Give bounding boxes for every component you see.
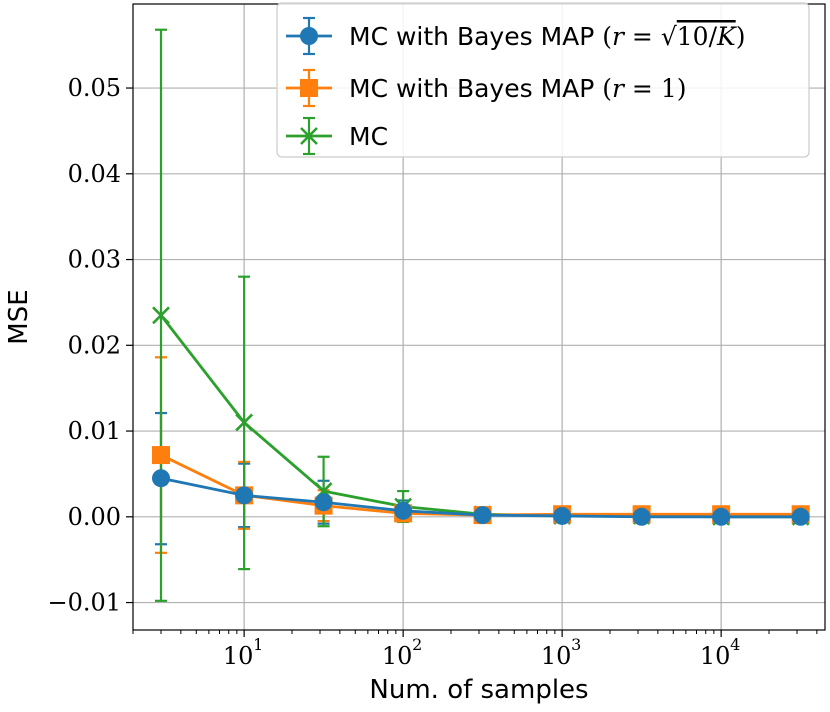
legend-paren-open: ( <box>594 74 612 103</box>
data-point <box>151 446 170 465</box>
data-point <box>394 501 413 520</box>
x-tick-base: 10 <box>382 642 413 670</box>
data-point-stroke <box>152 306 170 325</box>
y-tick-label: −0.01 <box>47 589 121 617</box>
data-point <box>632 507 651 526</box>
x-tick-exponent: 4 <box>730 635 740 654</box>
x-tick-base: 10 <box>541 642 572 670</box>
axis-ticks: 10 1 10 2 10 3 10 4−0.010.000.010.020.030.040.0… <box>47 74 818 670</box>
legend-label: MC with Bayes MAP (r = √10/K) <box>349 22 745 51</box>
plot-series <box>151 28 810 602</box>
data-point <box>300 127 318 145</box>
legend-math-var: r <box>612 74 626 103</box>
x-tick-label: 10 4 <box>700 635 740 670</box>
legend-radicand-num: 10/ <box>677 22 718 51</box>
legend-entry: MC with Bayes MAP (r = 1) <box>286 68 687 108</box>
data-point-stroke <box>300 127 318 145</box>
x-tick-label: 10 2 <box>382 635 422 670</box>
legend-series-name: MC <box>349 122 388 151</box>
x-tick-label: 10 3 <box>541 635 581 670</box>
legend-series-name: MC with Bayes MAP <box>349 22 594 51</box>
legend-paren-open: ( <box>594 22 612 51</box>
y-tick-label: 0.04 <box>68 160 121 188</box>
legend-sqrt-sign: √ <box>661 22 677 51</box>
data-point-stroke <box>235 413 254 432</box>
x-tick-exponent: 2 <box>412 635 422 654</box>
legend-series-name: MC with Bayes MAP <box>349 74 594 103</box>
legend-math-eq: = <box>624 22 661 51</box>
data-point <box>314 493 333 512</box>
x-tick-base: 10 <box>223 642 254 670</box>
data-point <box>712 507 731 526</box>
legend-box <box>276 2 810 158</box>
data-point <box>151 469 170 488</box>
data-point <box>553 506 572 525</box>
legend: MC with Bayes MAP (r = √10/K)MC with Bay… <box>276 2 810 158</box>
legend-math-var: r <box>612 22 626 51</box>
data-point <box>152 306 170 325</box>
legend-math-eq: = 1 <box>624 74 677 103</box>
y-tick-label: 0.01 <box>68 417 121 445</box>
data-point <box>791 507 810 526</box>
legend-paren-close: ) <box>677 74 687 103</box>
legend-label: MC <box>349 122 388 151</box>
y-tick-label: 0.02 <box>68 331 121 359</box>
data-point <box>235 413 254 432</box>
y-tick-label: 0.05 <box>68 74 121 102</box>
data-point <box>473 506 492 525</box>
series-0 <box>151 469 810 526</box>
legend-paren-close: ) <box>736 22 746 51</box>
y-tick-label: 0.00 <box>68 503 121 531</box>
y-axis-label: MSE <box>4 289 34 344</box>
x-tick-base: 10 <box>700 642 731 670</box>
y-tick-label: 0.03 <box>68 246 121 274</box>
legend-entry: MC with Bayes MAP (r = √10/K) <box>286 16 745 56</box>
x-axis-label: Num. of samples <box>369 675 588 705</box>
x-tick-exponent: 1 <box>253 635 263 654</box>
legend-radicand-var: K <box>716 22 737 51</box>
data-point <box>300 79 318 97</box>
legend-entry: MC <box>286 116 388 156</box>
x-tick-exponent: 3 <box>571 635 581 654</box>
data-point <box>300 27 318 45</box>
x-tick-label: 10 1 <box>223 635 263 670</box>
legend-label: MC with Bayes MAP (r = 1) <box>349 74 687 103</box>
data-point <box>235 486 254 505</box>
